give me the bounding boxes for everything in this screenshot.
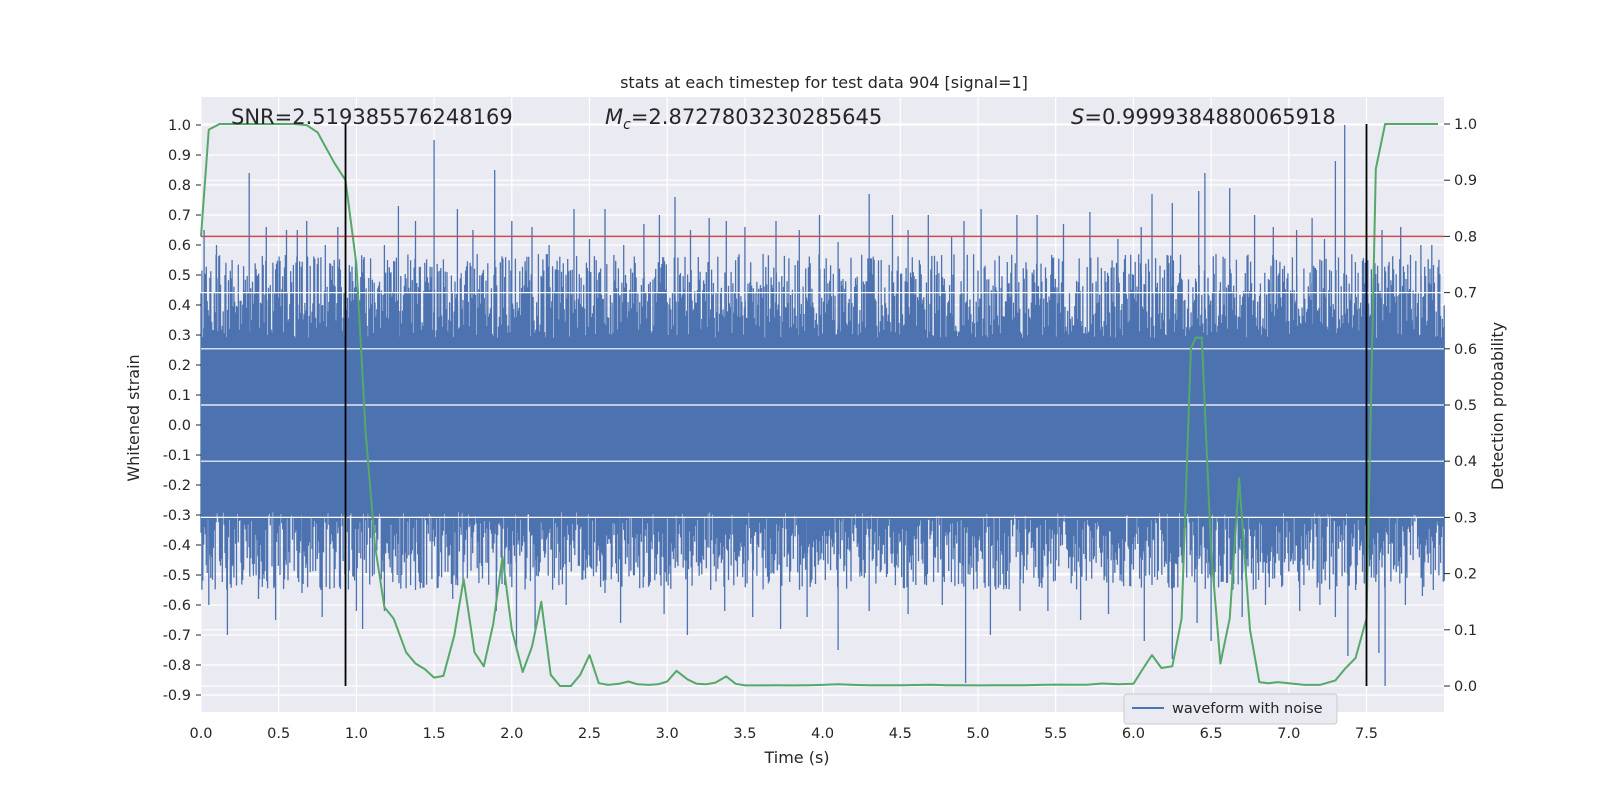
significance-annotation: S=0.9999384880065918 [1071,105,1336,129]
chirp-mass-value: =2.8727803230285645 [631,105,882,129]
probability-series [200,123,1438,687]
legend-waveform-label: waveform with noise [1172,701,1323,717]
waveform-core [201,341,1445,509]
y-right-tick-label: 0.1 [1454,623,1477,639]
x-tick-label: 3.5 [733,726,756,742]
x-tick-label: 1.0 [345,726,368,742]
waveform-series [200,125,1445,686]
y-left-tick-label: 0.5 [168,268,191,284]
x-tick-label: 7.0 [1277,726,1300,742]
chirp-mass-subscript: c [623,117,631,133]
y-right-tick-label: 0.3 [1454,510,1477,526]
reference-lines [201,124,1444,686]
y-right-tick-label: 0.2 [1454,567,1477,583]
y-right-tick-label: 0.9 [1454,173,1477,189]
chirp-mass-annotation: Mc=2.8727803230285645 [605,105,882,133]
probability-line [200,123,1438,687]
significance-symbol: S [1071,105,1084,129]
x-tick-label: 3.0 [656,726,679,742]
x-tick-label: 2.5 [578,726,601,742]
y-left-tick-label: -0.6 [163,598,191,614]
y-left-tick-label: 0.3 [168,328,191,344]
y-right-tick-label: 0.8 [1454,229,1477,245]
x-tick-label: 0.5 [267,726,290,742]
x-tick-label: 5.5 [1044,726,1067,742]
x-tick-label: 0.0 [189,726,212,742]
y-left-tick-label: -0.3 [163,508,191,524]
y-right-tick-label: 0.6 [1454,342,1477,358]
y-left-tick-label: -0.8 [163,658,191,674]
y-right-tick-label: 1.0 [1454,117,1477,133]
x-tick-label: 2.0 [500,726,523,742]
y-left-tick-label: -0.5 [163,568,191,584]
y-left-tick-label: -0.7 [163,628,191,644]
y-right-tick-label: 0.7 [1454,286,1477,302]
y-left-tick-label: 0.8 [168,178,191,194]
chart-title: stats at each timestep for test data 904… [620,73,1028,92]
y-left-tick-label: 0.0 [168,418,191,434]
x-tick-label: 4.0 [811,726,834,742]
x-axis-label: Time (s) [763,748,829,767]
snr-annotation: SNR=2.519385576248169 [231,105,513,129]
x-tick-label: 5.0 [966,726,989,742]
y-right-tick-label: 0.5 [1454,398,1477,414]
x-tick-label: 6.5 [1200,726,1223,742]
y-left-tick-label: -0.1 [163,448,191,464]
y-left-tick-label: 0.2 [168,358,191,374]
y-left-tick-label: -0.2 [163,478,191,494]
y-left-tick-label: 0.1 [168,388,191,404]
x-axis-ticks: 0.0 0.5 1.0 1.5 2.0 2.5 3.0 3.5 4.0 4.5 5.0 5.5 6.0 6… [189,726,1378,742]
y-left-tick-label: 0.4 [168,298,191,314]
legend: waveform with noise [1123,693,1338,725]
y-left-tick-label: 1.0 [168,118,191,134]
x-tick-label: 7.5 [1355,726,1378,742]
legend-box [1123,693,1338,725]
y-axis-right-label: Detection probability [1488,322,1507,490]
x-tick-label: 1.5 [423,726,446,742]
y-axis-right-ticks: 1.0 0.9 0.8 0.7 0.6 0.5 0.4 0.3 0.2 0.1 0.0 [1444,117,1477,695]
y-left-tick-label: -0.4 [163,538,191,554]
y-left-tick-label: 0.9 [168,148,191,164]
y-axis-left-label: Whitened strain [124,354,143,481]
x-tick-label: 6.0 [1122,726,1145,742]
y-left-tick-label: 0.7 [168,208,191,224]
x-tick-label: 4.5 [889,726,912,742]
y-left-tick-label: 0.6 [168,238,191,254]
y-left-tick-label: -0.9 [163,688,191,704]
significance-value: =0.9999384880065918 [1084,105,1335,129]
y-right-tick-label: 0.0 [1454,679,1477,695]
y-axis-left-ticks: 1.0 0.9 0.8 0.7 0.6 0.5 0.4 0.3 0.2 0.1 0.0 -0.1 -0.… [163,118,201,704]
y-right-tick-label: 0.4 [1454,454,1477,470]
chirp-mass-symbol: M [605,105,623,129]
